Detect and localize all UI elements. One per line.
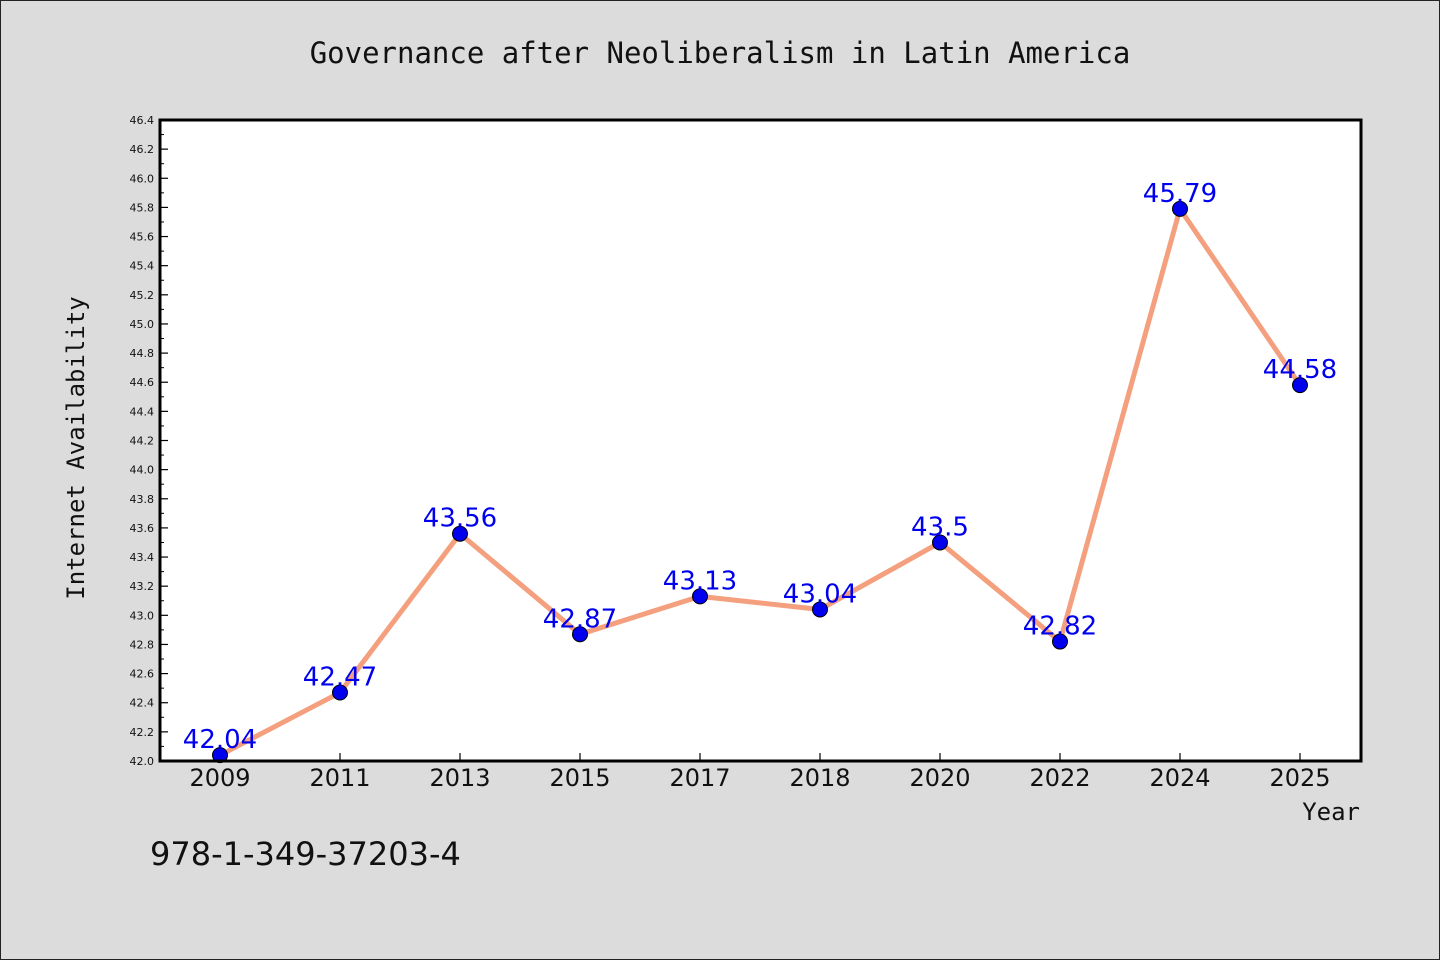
data-label: 45.79 <box>1143 179 1217 209</box>
y-tick-label: 42.2 <box>130 726 155 739</box>
data-label: 42.82 <box>1023 612 1097 642</box>
x-axis: 2009 2011 2013 2015 2017 2018 2020 2022 2024 2025 <box>189 753 1331 792</box>
data-label: 43.5 <box>911 512 969 542</box>
y-tick-label: 42.4 <box>130 697 155 710</box>
x-tick-label: 2020 <box>909 764 970 792</box>
series-line-group <box>217 206 1303 758</box>
data-label: 44.58 <box>1263 355 1337 385</box>
y-tick-label: 43.8 <box>130 493 155 506</box>
data-point <box>692 588 708 605</box>
data-label: 43.56 <box>423 504 497 534</box>
x-tick-label: 2009 <box>189 764 250 792</box>
data-point <box>932 534 948 551</box>
data-point <box>812 601 828 618</box>
y-tick-label: 43.0 <box>130 609 155 622</box>
y-tick-label: 45.8 <box>130 201 155 214</box>
y-tick-label: 45.2 <box>130 289 155 302</box>
y-tick-label: 42.0 <box>130 755 155 768</box>
x-tick-label: 2015 <box>549 764 610 792</box>
data-point <box>212 747 228 764</box>
y-axis-title: Internet Availability <box>62 296 90 599</box>
y-tick-label: 42.8 <box>130 638 155 651</box>
x-tick-label: 2017 <box>669 764 730 792</box>
y-tick-label: 43.6 <box>130 522 155 535</box>
data-point <box>1292 377 1308 394</box>
data-label: 42.47 <box>303 663 377 693</box>
y-tick-label: 43.4 <box>130 551 155 564</box>
series-line <box>217 206 1303 758</box>
data-label: 42.87 <box>543 604 617 634</box>
data-point <box>1052 633 1068 650</box>
data-label: 43.04 <box>783 579 857 609</box>
y-tick-label: 42.6 <box>130 668 155 681</box>
chart-title: Governance after Neoliberalism in Latin … <box>310 36 1131 70</box>
plot-border <box>158 118 1363 763</box>
data-point <box>572 626 588 643</box>
x-tick-label: 2018 <box>789 764 850 792</box>
data-point <box>332 684 348 701</box>
data-point <box>1172 200 1188 217</box>
x-tick-label: 2022 <box>1029 764 1090 792</box>
data-label: 43.13 <box>663 566 737 596</box>
y-tick-label: 44.8 <box>130 347 155 360</box>
y-tick-label: 46.0 <box>130 172 155 185</box>
isbn-code: 978-1-349-37203-4 <box>150 835 461 873</box>
data-point <box>452 525 468 542</box>
x-tick-label: 2024 <box>1149 764 1210 792</box>
x-tick-label: 2025 <box>1269 764 1330 792</box>
x-axis-title: Year <box>1302 798 1360 826</box>
y-tick-label: 45.6 <box>130 231 155 244</box>
y-tick-label: 45.4 <box>130 260 155 273</box>
y-tick-label: 44.4 <box>130 405 155 418</box>
data-points <box>212 200 1308 764</box>
x-tick-label: 2011 <box>309 764 370 792</box>
y-tick-label: 46.2 <box>130 143 155 156</box>
y-tick-label: 44.0 <box>130 464 155 477</box>
y-tick-label: 45.0 <box>130 318 155 331</box>
data-label: 42.04 <box>183 725 257 755</box>
plot-area <box>160 120 1361 761</box>
y-tick-label: 44.2 <box>130 435 155 448</box>
data-labels: 42.04 42.47 43.56 42.87 43.13 43.04 43.5 42.82 4… <box>183 179 1337 755</box>
y-tick-label: 46.4 <box>130 114 155 127</box>
y-tick-label: 44.6 <box>130 376 155 389</box>
y-tick-label: 43.2 <box>130 580 155 593</box>
x-tick-label: 2013 <box>429 764 490 792</box>
